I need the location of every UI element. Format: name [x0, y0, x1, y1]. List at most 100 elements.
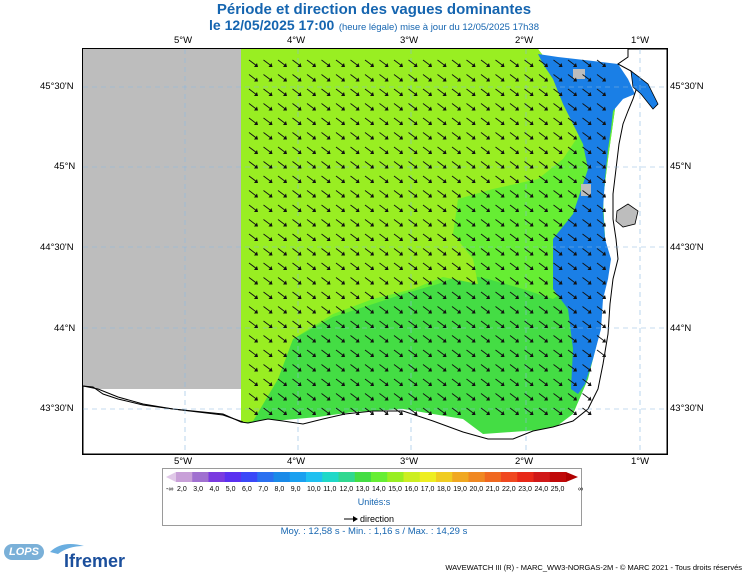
direction-arrowhead [457, 338, 461, 343]
direction-arrowhead [283, 135, 287, 140]
direction-arrowhead [355, 77, 360, 82]
colorbar-tick-label: 4,0 [209, 486, 220, 493]
direction-arrowhead [500, 338, 505, 343]
direction-arrowhead [268, 237, 273, 241]
direction-arrowhead [428, 222, 432, 227]
direction-arrowhead [587, 150, 592, 154]
direction-arrowhead [326, 222, 331, 227]
direction-arrowhead [283, 63, 287, 67]
direction-arrowhead [471, 222, 476, 227]
direction-arrowhead [500, 164, 505, 169]
direction-arrowhead [326, 135, 331, 140]
no-data-patch [573, 69, 585, 79]
direction-arrowhead [457, 411, 461, 415]
direction-arrowhead [283, 309, 287, 314]
direction-arrowhead [500, 63, 505, 67]
direction-arrowhead [326, 309, 331, 314]
direction-arrowhead [370, 92, 374, 96]
colorbar-swatch [273, 472, 291, 482]
direction-arrowhead [384, 324, 389, 328]
direction-arrowhead [297, 164, 302, 169]
direction-arrowhead [312, 324, 316, 328]
direction-arrowhead [573, 77, 577, 82]
direction-arrowhead [587, 92, 592, 96]
direction-arrowhead [515, 251, 519, 256]
direction-arrowhead [602, 309, 606, 314]
direction-arrowhead [283, 222, 287, 227]
direction-arrowhead [384, 367, 389, 372]
direction-arrowhead [457, 164, 461, 169]
direction-arrowhead [442, 251, 447, 256]
direction-arrowhead [355, 295, 360, 299]
colorbar-swatch [192, 472, 209, 482]
direction-arrowhead [573, 135, 577, 140]
direction-arrowhead [471, 338, 476, 343]
direction-arrowhead [544, 411, 548, 415]
direction-arrowhead [355, 135, 360, 140]
direction-arrowhead [471, 92, 476, 96]
direction-arrowhead [442, 222, 447, 227]
direction-arrowhead [486, 396, 490, 401]
direction-arrowhead [587, 324, 592, 328]
wave-map[interactable] [82, 48, 668, 455]
direction-arrowhead [355, 251, 360, 256]
direction-arrowhead [399, 208, 403, 212]
direction-arrowhead [442, 411, 447, 415]
direction-arrowhead [428, 280, 432, 285]
direction-arrowhead [283, 164, 287, 169]
colorbar-tick-label: 25,0 [550, 486, 565, 493]
direction-arrowhead [341, 266, 345, 270]
direction-arrowhead [370, 338, 374, 343]
direction-arrowhead [399, 295, 403, 299]
direction-arrowhead [442, 338, 447, 343]
direction-arrowhead [341, 295, 345, 299]
direction-arrowhead [486, 193, 490, 198]
direction-arrowhead [254, 353, 258, 357]
direction-arrowhead [587, 237, 592, 241]
direction-arrowhead [544, 353, 548, 357]
direction-arrowhead [471, 179, 476, 183]
direction-arrowhead [370, 396, 374, 401]
direction-arrowhead [457, 367, 461, 372]
direction-arrowhead [486, 251, 490, 256]
direction-arrowhead [399, 266, 403, 270]
direction-arrowhead [573, 367, 577, 372]
direction-arrowhead [384, 193, 389, 198]
direction-arrowhead [413, 411, 418, 415]
direction-arrowhead [558, 295, 563, 299]
direction-arrowhead [384, 164, 389, 169]
direction-arrowhead [268, 106, 273, 111]
direction-arrowhead [384, 77, 389, 82]
direction-arrowhead [283, 353, 287, 357]
direction-arrowhead [587, 353, 592, 357]
direction-arrowhead [442, 179, 447, 183]
direction-arrowhead [413, 179, 418, 183]
direction-arrowhead [544, 237, 548, 241]
direction-arrowhead [471, 193, 476, 198]
direction-arrowhead [312, 266, 316, 270]
direction-arrowhead [254, 396, 258, 401]
direction-arrowhead [428, 382, 432, 386]
direction-arrowhead [471, 309, 476, 314]
direction-arrowhead [341, 92, 345, 96]
direction-arrowhead [312, 164, 316, 169]
direction-arrowhead [587, 208, 592, 212]
direction-arrowhead [268, 382, 273, 386]
direction-arrowhead [268, 280, 273, 285]
direction-arrowhead [254, 121, 258, 125]
colorbar-tick-label: 21,0 [485, 486, 500, 493]
direction-arrowhead [355, 411, 360, 415]
direction-arrowhead [500, 121, 505, 125]
direction-arrowhead [312, 237, 316, 241]
colorbar-max-arrow [566, 472, 578, 482]
direction-arrowhead [254, 63, 258, 67]
direction-arrowhead [558, 324, 563, 328]
direction-arrowhead [399, 251, 403, 256]
wave-map-svg [83, 49, 667, 454]
direction-arrowhead [428, 208, 432, 212]
colorbar-tick-label: 8,0 [274, 486, 285, 493]
direction-arrowhead [254, 237, 258, 241]
direction-arrowhead [544, 63, 548, 67]
direction-arrowhead [500, 77, 505, 82]
direction-arrowhead [486, 92, 490, 96]
